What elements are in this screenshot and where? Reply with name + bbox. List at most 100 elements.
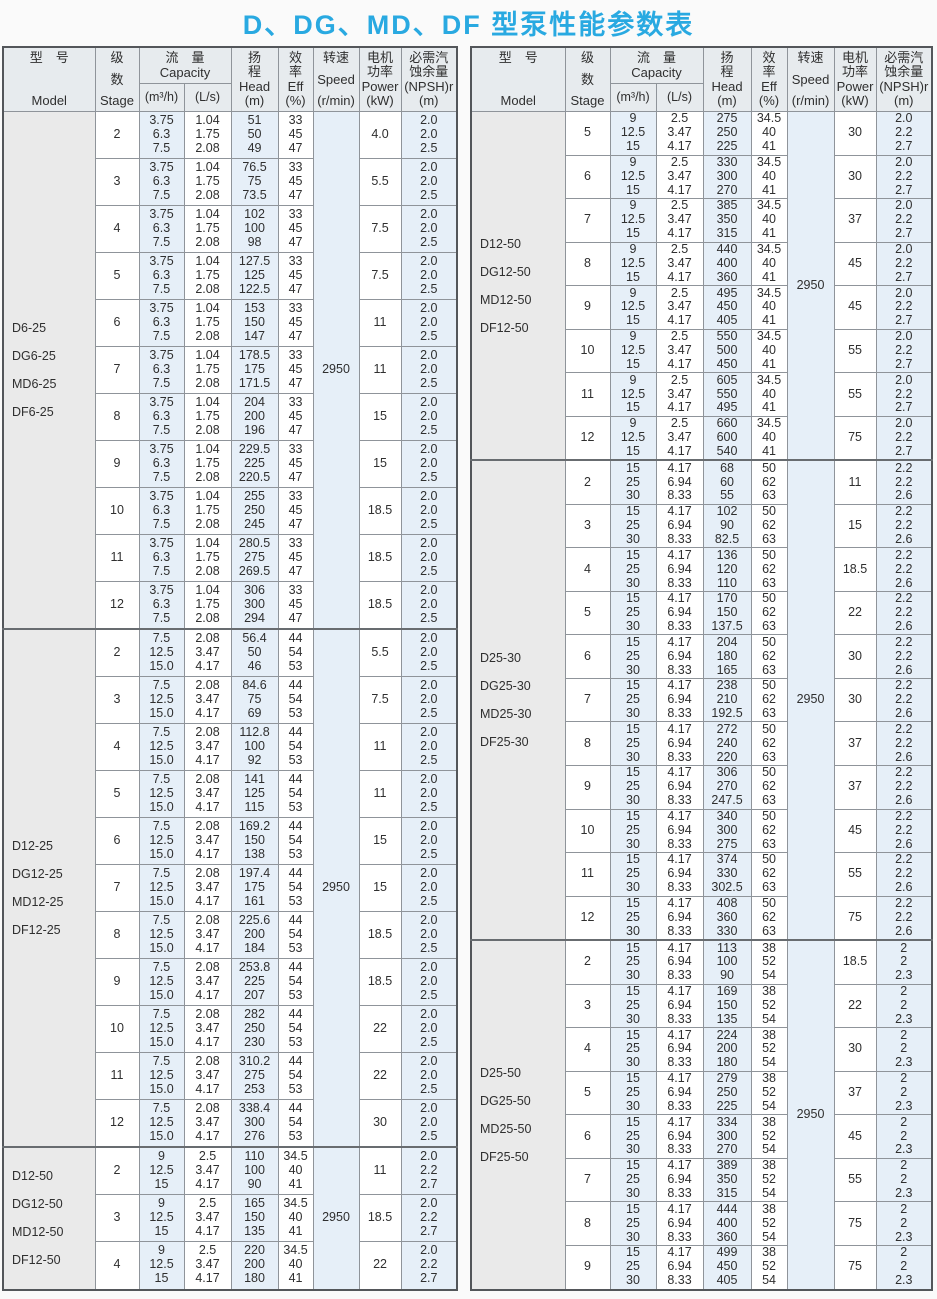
capacity-ls-cell: 4.17 6.94 8.33 [655,764,704,810]
npsh-value: 2.2 [895,909,913,924]
npsh-value: 2 [900,1215,908,1230]
capacity-ls-value: 3.47 [195,1021,220,1036]
col-header-capacity-line: 流 量 [637,50,677,66]
npsh-cell: 2.0 2.2 2.7 [875,285,933,330]
head-value: 275 [716,111,738,126]
capacity-ls-cell: 2.08 3.47 4.17 [183,1052,232,1101]
npsh-cell: 2.0 2.0 2.5 [400,252,458,300]
table-header: 型 号 Model 级数 Stage 流 量 Capacity 扬程 Head (m) 效率 Eff… [2,46,458,113]
capacity-m3h-value: 7.5 [152,1101,171,1116]
col-header-m3h-unit-line: (m³/h) [144,89,179,104]
power-cell: 15 [833,503,877,549]
stage-cell: 7 [564,1157,611,1203]
capacity-m3h-value: 12.5 [149,927,174,942]
npsh-value: 2.6 [895,836,913,851]
col-header-npsh-line: (NPSH)r [879,78,929,94]
col-header-power: 电机 功率 Power (kW) [358,46,402,112]
capacity-ls-cell: 4.17 6.94 8.33 [655,721,704,766]
col-header-head-line: (m) [717,92,737,108]
capacity-m3h-value: 15.0 [149,988,174,1003]
head-value: 385 [716,198,738,213]
power-cell: 75 [833,1244,877,1291]
head-value: 192.5 [711,706,743,721]
npsh-value: 2 [900,1259,908,1274]
power-cell: 18.5 [358,534,402,582]
capacity-m3h-cell: 9 12.5 15 [609,198,657,243]
eff-value: 54 [762,1142,776,1157]
npsh-value: 2 [900,984,908,999]
npsh-value: 2.0 [420,1054,438,1069]
eff-value: 54 [288,974,303,989]
stage-cell: 6 [94,817,140,866]
eff-value: 45 [288,315,303,330]
col-header-m3h-unit: (m³/h) [609,82,657,113]
eff-cell: 33 45 47 [277,158,314,206]
head-value: 294 [244,610,265,625]
capacity-ls-value: 6.94 [667,648,692,663]
capacity-m3h-value: 15 [626,678,640,693]
eff-value: 33 [288,536,303,551]
stage-cell: 9 [564,1244,611,1291]
capacity-m3h-value: 15 [626,313,640,328]
head-value: 120 [716,561,738,576]
table-row: 12 9 12.5 15 2.5 3.47 4.17 660 600 540 34.5 40 41 75 2… [471,415,933,461]
eff-value: 50 [762,504,776,519]
col-header-npsh-line: 必需汽 [884,50,924,65]
capacity-m3h-value: 7.5 [152,725,171,740]
col-header-eff: 效率 Eff (%) [277,46,314,112]
eff-value: 53 [288,753,303,768]
stage-cell: 5 [564,1070,611,1116]
eff-value: 44 [288,960,303,975]
capacity-ls-value: 2.08 [195,610,220,625]
capacity-ls-cell: 4.17 6.94 8.33 [655,852,704,897]
npsh-cell: 2.0 2.0 2.5 [400,770,458,819]
capacity-ls-value: 3.47 [195,692,220,707]
capacity-ls-value: 4.17 [667,443,692,458]
col-header-capacity-line: Capacity [159,65,211,81]
head-value: 300 [716,1128,738,1143]
table-row: 9 9 12.5 15 2.5 3.47 4.17 495 450 405 34.5 40 41 45 2.… [471,285,933,330]
head-value: 127.5 [238,254,271,269]
stage-cell: 5 [94,770,140,819]
eff-value: 53 [288,800,303,815]
capacity-m3h-cell: 3.75 6.3 7.5 [138,487,185,535]
capacity-m3h-value: 12.5 [149,1068,174,1083]
head-value: 270 [716,182,738,197]
npsh-cell: 2.0 2.2 2.7 [875,372,933,417]
power-cell: 18.5 [358,911,402,960]
capacity-m3h-cell: 3.75 6.3 7.5 [138,346,185,394]
head-value: 330 [716,155,738,169]
eff-value: 45 [288,127,303,142]
capacity-m3h-cell: 15 25 30 [609,634,657,679]
capacity-m3h-value: 6.3 [152,127,171,142]
eff-cell: 34.5 40 41 [750,111,788,156]
col-header-ls-unit-text: (L/s) [185,90,230,105]
head-value: 360 [716,1229,738,1244]
capacity-m3h-value: 12.5 [620,430,646,445]
eff-cell: 34.5 40 41 [750,198,788,243]
head-value: 334 [716,1114,738,1129]
capacity-ls-value: 4.17 [667,1245,692,1260]
eff-cell: 33 45 47 [277,111,314,159]
col-header-npsh: 必需汽 蚀余量 (NPSH)r (m) [400,46,458,112]
head-value: 600 [716,430,738,445]
npsh-value: 2.5 [420,1129,438,1144]
head-value: 306 [716,765,738,780]
capacity-m3h-value: 3.75 [149,301,174,316]
head-value: 75 [247,692,262,707]
table-row: D25-50 DG25-50 MD25-50 DF25-50 2 15 25 30 4.17 6.… [470,939,933,1291]
col-header-power-line: (kW) [841,92,869,108]
capacity-ls-cell: 1.04 1.75 2.08 [183,158,232,206]
capacity-m3h-value: 9 [629,111,637,126]
model-name: DG25-30 [480,679,531,694]
model-names: D12-25 DG12-25 MD12-25 DF12-25 [4,839,94,937]
stage-cell: 2 [564,459,611,505]
capacity-ls-value: 4.17 [667,721,692,736]
power-cell: 5.5 [358,158,402,206]
capacity-m3h-value: 25 [626,1172,640,1187]
head-value: 255 [244,489,265,504]
eff-value: 54 [762,1055,776,1070]
capacity-m3h-value: 15 [626,984,640,999]
eff-cell: 33 45 47 [277,205,314,253]
npsh-value: 2.3 [895,1055,913,1070]
